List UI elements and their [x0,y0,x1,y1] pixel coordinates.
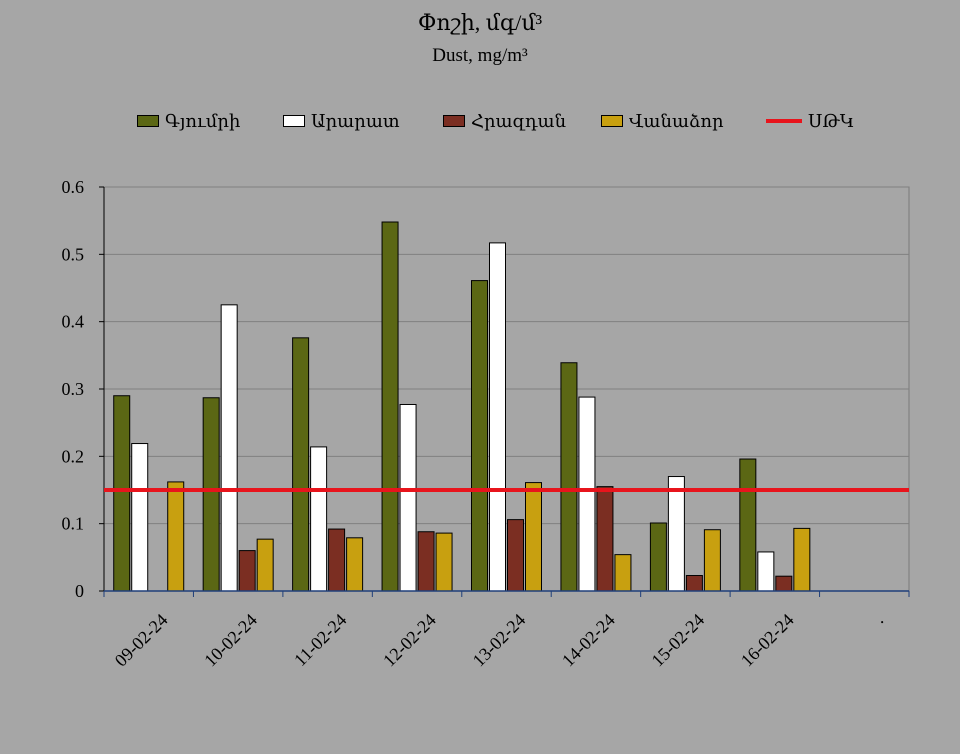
bar [757,551,775,592]
bar [113,395,131,592]
bar [399,403,417,592]
legend-swatch [601,115,623,127]
legend-item-vanadzor: Վանաձոր [601,108,724,134]
bar [310,446,328,592]
bar [793,527,811,592]
x-tick-label: 12-02-24 [379,610,440,671]
y-tick-label: 0 [75,581,84,601]
x-tick-label: 13-02-24 [469,610,530,671]
bar [381,221,399,592]
legend-label: Վանաձոր [629,110,724,131]
bar [346,537,364,592]
bar [703,529,721,592]
bar [167,481,185,592]
bar [739,458,757,592]
x-tick-label: 11-02-24 [290,610,350,670]
bar [507,519,524,592]
chart-legend: Գյումրի Արարատ Հրազդան Վանաձոր ՍԹԿ [0,108,960,134]
bar [578,396,596,592]
bar [560,362,578,592]
legend-swatch [137,115,159,127]
x-tick-label: 09-02-24 [111,610,172,671]
bar [775,575,793,592]
bar [417,531,435,592]
y-tick-label: 0.5 [62,244,85,264]
x-tick-label: 10-02-24 [200,610,261,671]
bar [596,486,614,592]
bar [202,397,220,592]
x-tick-label: 16-02-24 [737,610,798,671]
y-tick-label: 0.3 [62,379,85,399]
chart-title: Փոշի, մգ/մ³ [417,10,543,35]
bar [471,280,488,592]
bar [489,242,506,592]
bar [328,528,346,592]
bar [131,443,149,592]
bar [292,337,310,592]
x-tick-label: 14-02-24 [558,610,619,671]
legend-label: Հրազդան [471,110,567,131]
y-tick-label: 0.2 [62,446,85,466]
bar [685,575,703,592]
legend-swatch [443,115,465,127]
legend-item-hrazdan: Հրազդան [443,108,566,134]
bar [525,482,542,592]
legend-label: Գյումրի [165,110,241,131]
bar [256,538,274,592]
legend-label: Արարատ [311,110,400,131]
x-tick-label: . [870,610,887,627]
legend-label: ՍԹԿ [808,110,855,131]
bar [614,554,632,592]
bar [220,304,238,592]
chart-subtitle: Dust, mg/m³ [432,45,528,66]
legend-item-ararat: Արարատ [283,108,400,134]
bar [667,476,685,592]
y-tick-label: 0.4 [62,312,85,332]
x-tick-label: 15-02-24 [647,610,708,671]
bar [238,550,256,592]
bar [649,522,667,592]
y-tick-label: 0.6 [62,177,85,197]
legend-swatch [283,115,305,127]
legend-item-gyumri: Գյումրի [137,108,240,134]
y-tick-label: 0.1 [62,514,85,534]
bar [435,532,453,592]
legend-item-reference-line: ՍԹԿ [766,108,854,134]
legend-line-swatch [766,119,802,123]
